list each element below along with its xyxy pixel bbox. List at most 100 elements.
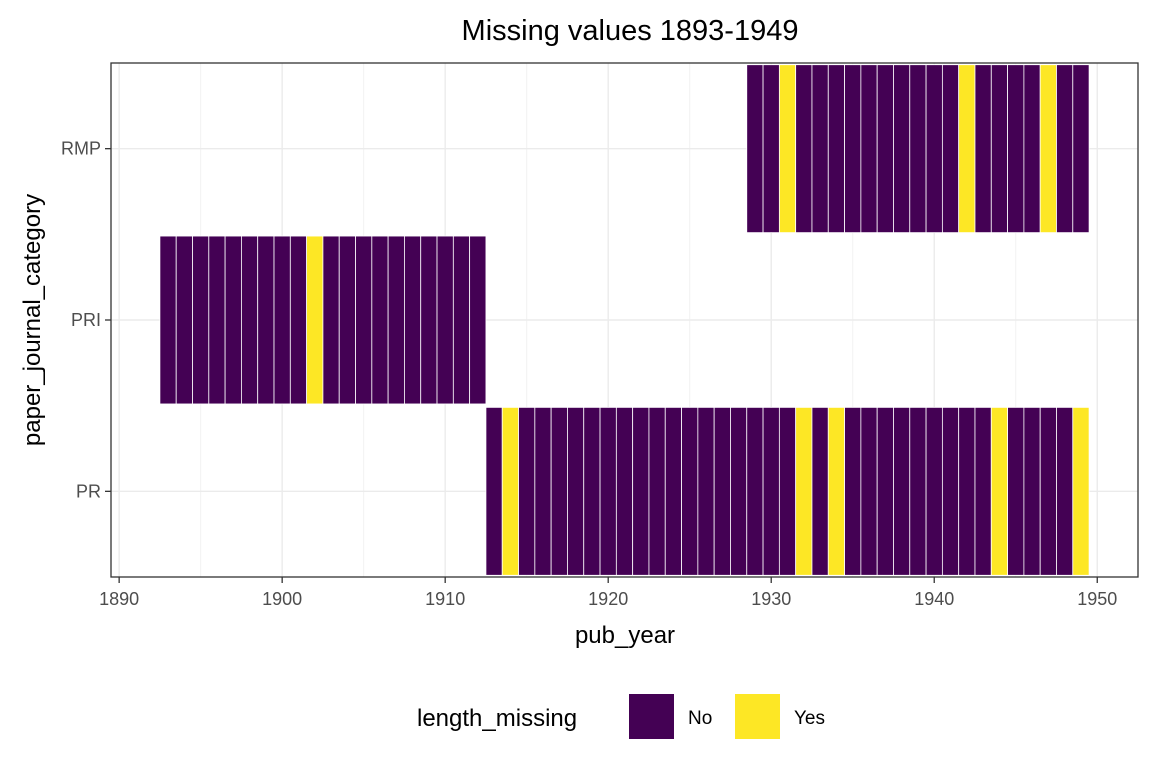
tile-pr-1938 [893,406,911,576]
tile-pr-1947 [1039,406,1057,576]
x-tick-label: 1930 [751,589,791,609]
tile-pr-1926 [697,406,715,576]
tile-pr-1915 [518,406,536,576]
legend-label-no: No [688,708,712,729]
tiles [159,64,1090,576]
tile-pr-1913 [485,406,503,576]
y-axis-title: paper_journal_category [19,194,46,446]
tile-pr-1931 [778,406,797,576]
tile-rmp-1944 [990,64,1008,234]
tile-pr-1924 [664,406,682,576]
tile-pr-1933 [811,406,829,576]
tile-pri-1897 [224,235,242,405]
tile-pri-1907 [387,235,405,405]
tile-rmp-1942 [958,64,976,234]
tile-pri-1898 [241,235,259,405]
x-axis-title: pub_year [575,622,675,649]
y-tick-label-rmp: RMP [61,139,101,159]
x-tick-label: 1920 [588,589,628,609]
tile-rmp-1933 [811,64,829,234]
tile-pri-1905 [355,235,373,405]
tile-pri-1908 [404,235,422,405]
tile-pr-1937 [876,406,894,576]
tile-rmp-1939 [909,64,927,234]
tile-pri-1909 [420,235,438,405]
tile-rmp-1938 [893,64,911,234]
tile-rmp-1945 [1007,64,1025,234]
y-tick-label-pr: PR [76,481,101,501]
tile-pr-1922 [632,406,650,576]
tile-pr-1920 [599,406,617,576]
tile-pr-1949 [1072,406,1090,576]
tile-pri-1904 [338,235,356,405]
tile-pr-1917 [550,406,568,576]
tile-pr-1948 [1056,406,1074,576]
tile-pri-1912 [469,235,487,405]
tile-rmp-1936 [860,64,878,234]
tile-pri-1901 [289,235,308,405]
tile-rmp-1949 [1072,64,1090,234]
tile-pri-1894 [175,235,193,405]
tile-rmp-1947 [1039,64,1057,234]
legend-key-no [629,694,674,739]
tile-pr-1944 [990,406,1008,576]
tile-pri-1900 [273,235,291,405]
tile-pr-1919 [583,406,601,576]
tile-pr-1914 [501,406,519,576]
tile-pr-1942 [958,406,976,576]
legend-label-yes: Yes [794,708,825,729]
tile-rmp-1934 [827,64,845,234]
tile-rmp-1941 [941,64,960,234]
tile-rmp-1937 [876,64,894,234]
tile-pri-1895 [192,235,210,405]
legend: length_missing No Yes [417,694,825,739]
x-tick-label: 1950 [1077,589,1117,609]
tile-rmp-1943 [974,64,992,234]
y-axis: PR PRI RMP [61,139,111,501]
tile-rmp-1932 [795,64,813,234]
x-tick-label: 1940 [914,589,954,609]
legend-title: length_missing [417,705,577,732]
tile-pr-1929 [746,406,764,576]
tile-pr-1918 [567,406,585,576]
tile-pr-1945 [1007,406,1025,576]
tile-pri-1906 [371,235,389,405]
tile-rmp-1929 [746,64,764,234]
tile-pri-1902 [306,235,324,405]
tile-pr-1923 [648,406,666,576]
tile-rmp-1931 [778,64,797,234]
tile-pr-1941 [941,406,960,576]
tile-pr-1927 [713,406,731,576]
tile-pr-1946 [1023,406,1041,576]
tile-pri-1896 [208,235,226,405]
tile-pr-1930 [762,406,780,576]
tile-pri-1893 [159,235,177,405]
y-tick-label-pri: PRI [71,310,101,330]
tile-rmp-1930 [762,64,780,234]
tile-rmp-1946 [1023,64,1041,234]
plot-panel [110,62,1139,578]
tile-pr-1935 [844,406,862,576]
x-tick-label: 1890 [99,589,139,609]
tile-pr-1940 [925,406,943,576]
tile-pri-1910 [436,235,454,405]
tile-rmp-1940 [925,64,943,234]
tile-pri-1899 [257,235,275,405]
tile-rmp-1935 [844,64,862,234]
x-tick-label: 1900 [262,589,302,609]
tile-pr-1928 [730,406,748,576]
tile-pr-1932 [795,406,813,576]
tile-pr-1939 [909,406,927,576]
chart-title: Missing values 1893-1949 [462,15,799,47]
x-axis: 1890 1900 1910 1920 1930 1940 1950 [99,577,1117,609]
tile-pri-1911 [452,235,471,405]
tile-pr-1943 [974,406,992,576]
tile-pr-1916 [534,406,552,576]
tile-pr-1921 [615,406,634,576]
tile-pr-1925 [681,406,699,576]
legend-entries: No Yes [629,694,825,739]
tile-pr-1934 [827,406,845,576]
x-tick-label: 1910 [425,589,465,609]
legend-key-yes [735,694,780,739]
